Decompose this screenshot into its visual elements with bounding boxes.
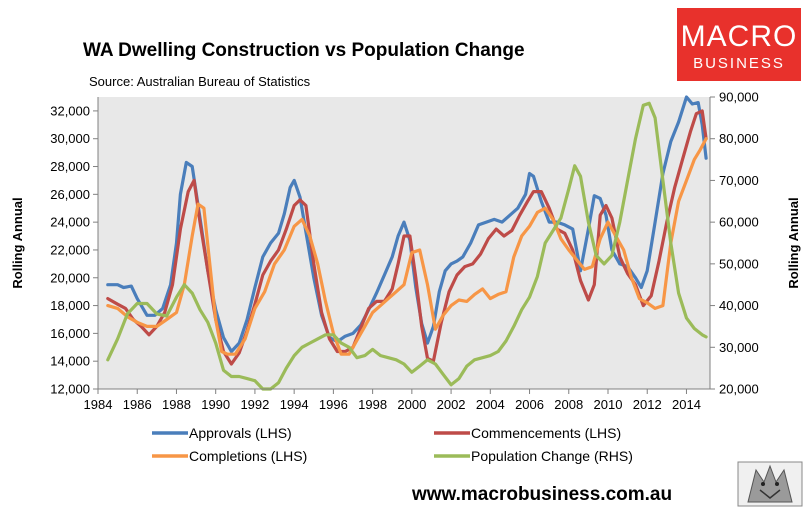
x-tick-label: 1996 <box>319 397 348 412</box>
logo-line1: MACRO <box>681 20 798 53</box>
x-tick-label: 2014 <box>672 397 701 412</box>
x-tick-label: 2008 <box>554 397 583 412</box>
macrobusiness-logo: MACRO BUSINESS <box>677 8 801 81</box>
x-tick-label: 2000 <box>397 397 426 412</box>
x-tick-label: 2010 <box>594 397 623 412</box>
y-tick-label-left: 22,000 <box>50 242 90 257</box>
logo-line2: BUSINESS <box>693 55 785 72</box>
y-tick-label-right: 20,000 <box>719 382 759 397</box>
axis-layer: 12,000 14,000 16,000 18,000 20,000 22,000 24,0… <box>50 90 759 413</box>
chart-title: WA Dwelling Construction vs Population C… <box>83 40 525 61</box>
series-layer <box>106 95 708 391</box>
y-tick-label-right: 30,000 <box>719 340 759 355</box>
y-tick-label-left: 18,000 <box>50 298 90 313</box>
y-tick-label-left: 26,000 <box>50 187 90 202</box>
y-tick-label-left: 20,000 <box>50 270 90 285</box>
y-tick-label-right: 80,000 <box>719 131 759 146</box>
y-tick-label-right: 50,000 <box>719 256 759 271</box>
y-tick-label-right: 60,000 <box>719 215 759 230</box>
website-url: www.macrobusiness.com.au <box>411 484 672 505</box>
y-tick-label-left: 24,000 <box>50 215 90 230</box>
legend-label-3: Population Change (RHS) <box>471 448 633 464</box>
x-tick-label: 1990 <box>201 397 230 412</box>
y-axis-label-right: Rolling Annual <box>786 197 801 288</box>
legend-label-1: Commencements (LHS) <box>471 425 621 441</box>
legend: Approvals (LHS) Commencements (LHS) Comple… <box>152 425 633 464</box>
foxtail-logo <box>737 461 803 507</box>
y-tick-label-left: 32,000 <box>50 103 90 118</box>
x-tick-label: 1998 <box>358 397 387 412</box>
x-tick-label: 1992 <box>240 397 269 412</box>
x-tick-label: 2006 <box>515 397 544 412</box>
chart-subtitle: Source: Australian Bureau of Statistics <box>89 74 311 89</box>
x-tick-label: 1994 <box>280 397 309 412</box>
y-tick-label-right: 40,000 <box>719 298 759 313</box>
series-line-3 <box>106 101 708 391</box>
x-tick-label: 1988 <box>162 397 191 412</box>
series-line-2 <box>106 137 708 356</box>
y-axis-label-left: Rolling Annual <box>10 197 25 288</box>
legend-label-0: Approvals (LHS) <box>189 425 292 441</box>
legend-label-2: Completions (LHS) <box>189 448 307 464</box>
y-tick-label-right: 90,000 <box>719 90 759 105</box>
y-tick-label-left: 16,000 <box>50 326 90 341</box>
x-tick-label: 2004 <box>476 397 505 412</box>
y-tick-label-left: 30,000 <box>50 131 90 146</box>
x-tick-label: 1984 <box>84 397 113 412</box>
y-tick-label-left: 28,000 <box>50 159 90 174</box>
x-tick-label: 1986 <box>123 397 152 412</box>
logo-background <box>677 8 801 81</box>
y-tick-label-right: 70,000 <box>719 173 759 188</box>
x-tick-label: 2012 <box>633 397 662 412</box>
x-tick-label: 2002 <box>437 397 466 412</box>
y-tick-label-left: 12,000 <box>50 382 90 397</box>
y-tick-label-left: 14,000 <box>50 354 90 369</box>
